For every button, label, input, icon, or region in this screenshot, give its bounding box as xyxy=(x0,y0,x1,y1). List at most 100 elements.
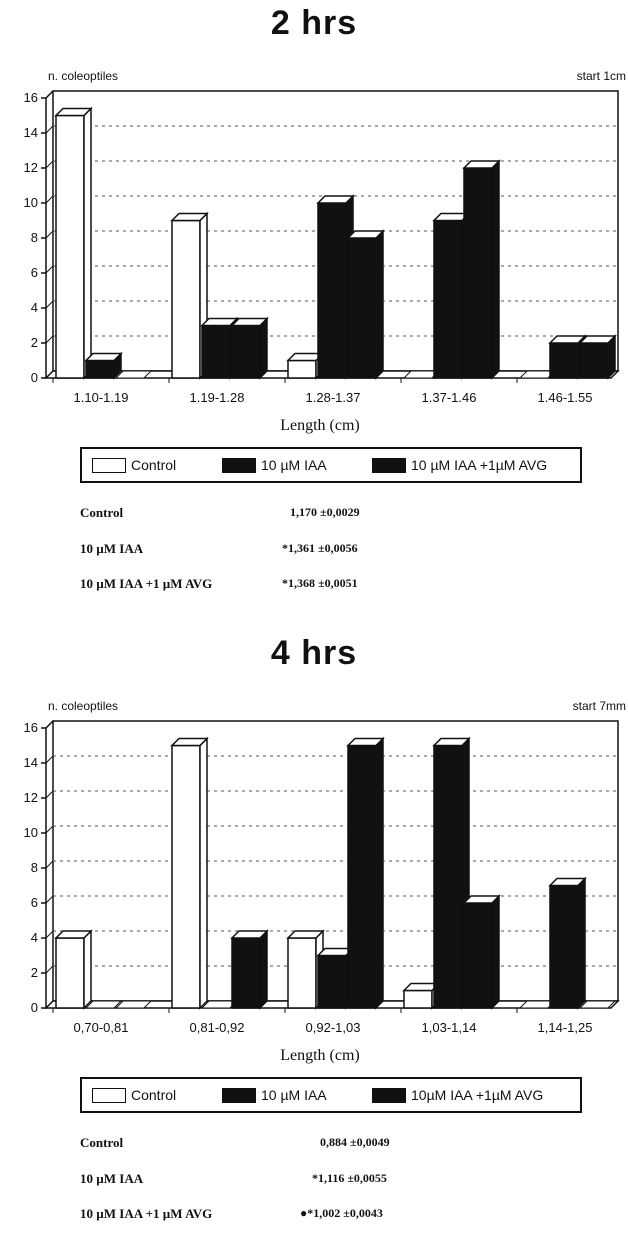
y-tick-label: 2 xyxy=(31,335,38,350)
stat-row: Control 0,884 ±0,0049 xyxy=(80,1135,600,1153)
x-tick-label: 1.37-1.46 xyxy=(422,390,477,405)
bar-top xyxy=(316,195,355,204)
bar-front xyxy=(433,219,463,379)
legend-label: Control xyxy=(131,1087,177,1103)
y-tick-label: 0 xyxy=(31,1000,38,1015)
y-axis-top-edge xyxy=(45,720,54,729)
bar-side xyxy=(577,876,586,1010)
x-axis-label: Length (cm) xyxy=(280,417,360,434)
y-tick-label: 2 xyxy=(31,965,38,980)
y-tick-label: 4 xyxy=(31,300,38,315)
bar-side xyxy=(491,159,500,380)
y-tick-diagonal xyxy=(45,930,54,939)
x-tick-label: 1,03-1,14 xyxy=(422,1020,477,1035)
y-tick-diagonal xyxy=(45,195,54,204)
x-tick-label: 1,14-1,25 xyxy=(538,1020,593,1035)
bar-front xyxy=(347,744,377,1009)
legend-item-control: Control xyxy=(92,1087,176,1103)
legend-label: Control xyxy=(131,457,177,473)
stat-value: 1,170 ±0,0029 xyxy=(290,505,360,519)
bar-front xyxy=(433,744,463,1009)
bar-front xyxy=(201,324,231,379)
y-tick-diagonal xyxy=(45,755,54,764)
y-tick-diagonal xyxy=(45,335,54,344)
x-axis-label: Length (cm) xyxy=(280,1047,360,1064)
bar-front xyxy=(463,902,493,1009)
x-tick-label: 1.28-1.37 xyxy=(306,390,361,405)
bar-top xyxy=(432,737,471,747)
y-tick-diagonal xyxy=(45,265,54,274)
bar-top xyxy=(230,317,269,327)
chart-panel-4hrs: 4 hrs 0 2 4 6 8 10 12 14 16 0,70-0,81 0,81-0,92 0,9… xyxy=(0,630,628,1260)
chart-title: 2 hrs xyxy=(270,4,358,42)
x-tick-label: 0,81-0,92 xyxy=(190,1020,245,1035)
y-tick-label: 6 xyxy=(31,265,38,280)
bar-front xyxy=(55,937,85,1009)
bar-front xyxy=(403,989,433,1009)
bar-chart-2hrs: 0 2 4 6 8 10 12 14 16 1.10-1.19 1.19-1.28 1.28-1.37… xyxy=(24,69,626,434)
bar-top xyxy=(200,317,239,327)
bar-front xyxy=(231,324,261,379)
bar-side xyxy=(375,229,384,380)
bar xyxy=(230,316,269,380)
bar-side xyxy=(491,894,500,1010)
y-axis-top-edge xyxy=(45,90,54,99)
stat-label: 10 µM IAA xyxy=(80,541,144,556)
stat-row: 10 µM IAA +1 µM AVG ●*1,002 ±0,0043 xyxy=(80,1206,600,1224)
x-tick-label: 0,70-0,81 xyxy=(74,1020,129,1035)
y-tick-label: 8 xyxy=(31,230,38,245)
legend: Control 10 µM IAA 10 µM IAA +1µM AVG xyxy=(80,447,582,483)
bar-side xyxy=(83,106,92,380)
legend-swatch-iaa xyxy=(222,1088,256,1103)
bar-zero xyxy=(578,1000,617,1009)
y-tick-label: 0 xyxy=(31,370,38,385)
bar-top xyxy=(462,895,501,904)
bar xyxy=(54,106,93,380)
y-tick-diagonal xyxy=(45,860,54,869)
bar xyxy=(346,229,385,380)
chart-title: 4 hrs xyxy=(270,634,358,672)
y-tick-diagonal xyxy=(45,825,54,834)
bar-front xyxy=(549,884,579,1009)
bar-top xyxy=(548,335,587,344)
legend-swatch-control xyxy=(92,1088,126,1103)
y-tick-label: 12 xyxy=(24,790,38,805)
y-tick-diagonal xyxy=(45,895,54,904)
bar-side xyxy=(375,736,384,1010)
y-tick-diagonal xyxy=(45,125,54,134)
stat-row: 10 µM IAA +1 µM AVG *1,368 ±0,0051 xyxy=(80,576,600,594)
bar-side xyxy=(199,736,208,1010)
stat-row: Control 1,170 ±0,0029 xyxy=(80,505,600,523)
annotation-label: start 7mm xyxy=(573,699,626,713)
bar xyxy=(578,334,617,380)
bar-front xyxy=(317,202,347,379)
bar xyxy=(462,159,501,380)
stat-label: 10 µM IAA +1 µM AVG xyxy=(80,1206,213,1221)
legend-label: 10 µM IAA xyxy=(261,457,327,473)
y-tick-diagonal xyxy=(45,965,54,974)
bar-front xyxy=(287,937,317,1009)
chart-panel-2hrs: 2 hrs 0 2 4 6 8 10 12 14 16 1.10-1.19 1.19-1.28 1.2… xyxy=(24,4,626,594)
bar-top xyxy=(548,877,587,887)
bar-front xyxy=(55,114,85,379)
bar-side xyxy=(83,929,92,1010)
y-tick-label: 14 xyxy=(24,755,38,770)
bar-front xyxy=(171,744,201,1009)
bar-front xyxy=(347,237,377,379)
x-tick-label: 1.19-1.28 xyxy=(190,390,245,405)
legend-label: 10 µM IAA +1µM AVG xyxy=(411,457,548,473)
y-axis-label: n. coleoptiles xyxy=(48,69,118,83)
bar-front xyxy=(231,937,261,1009)
bar-zero xyxy=(114,370,153,379)
legend-item-control: Control xyxy=(92,457,176,473)
y-tick-label: 16 xyxy=(24,90,38,105)
bar-top xyxy=(230,930,269,939)
stat-value: *1,116 ±0,0055 xyxy=(312,1171,387,1185)
legend: Control 10 µM IAA 10µM IAA +1µM AVG xyxy=(80,1077,582,1113)
stat-value: 0,884 ±0,0049 xyxy=(320,1135,390,1149)
legend-swatch-iaa-avg xyxy=(372,1088,406,1103)
bar-top xyxy=(84,352,123,362)
x-tick-label: 1.10-1.19 xyxy=(74,390,129,405)
legend-swatch-iaa-avg xyxy=(372,458,406,473)
y-axis-label: n. coleoptiles xyxy=(48,699,118,713)
